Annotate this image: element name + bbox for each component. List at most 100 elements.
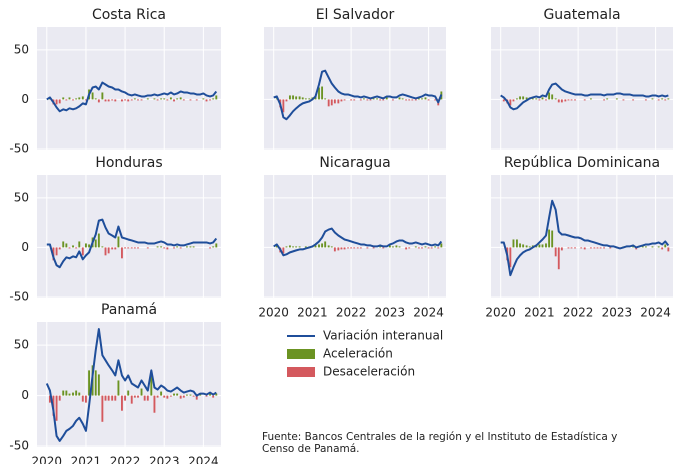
bar <box>209 393 211 396</box>
bar <box>321 86 324 100</box>
bar <box>434 246 437 248</box>
bar <box>606 98 609 100</box>
bar <box>58 99 61 104</box>
bar <box>644 246 647 248</box>
bar <box>65 390 68 396</box>
bar <box>379 99 382 101</box>
bar <box>55 99 58 105</box>
bar <box>179 97 182 100</box>
bar <box>551 230 554 248</box>
bar <box>522 244 525 248</box>
bar <box>644 99 647 101</box>
bar <box>574 99 576 101</box>
bar <box>551 94 554 100</box>
bar <box>65 99 68 101</box>
bar <box>372 98 375 100</box>
bar <box>434 99 437 101</box>
bar <box>101 395 104 422</box>
panel-title: Honduras <box>95 155 162 171</box>
bar <box>632 99 635 101</box>
bar <box>560 99 563 103</box>
bar <box>94 370 97 396</box>
legend-label: Desaceleración <box>323 365 415 379</box>
x-tick-label: 2024 <box>640 306 671 320</box>
legend-label: Variación interanual <box>323 329 443 343</box>
bar <box>163 98 166 100</box>
bar <box>528 246 531 248</box>
bar <box>379 246 382 248</box>
bar <box>107 99 110 102</box>
panel: Panamá -50 0 50 2020 2021 2022 2023 2024 <box>9 302 221 468</box>
bar <box>127 99 130 102</box>
panel-title: Nicaragua <box>319 155 390 171</box>
bar <box>538 244 541 248</box>
bar <box>101 246 104 248</box>
bar <box>405 99 408 101</box>
bar <box>205 395 208 397</box>
bar <box>176 393 179 396</box>
bar <box>84 99 87 101</box>
bar <box>289 245 291 248</box>
bar <box>130 395 133 404</box>
bar <box>78 392 81 396</box>
bar <box>340 99 343 102</box>
bar <box>350 247 353 249</box>
bar <box>330 246 333 248</box>
line <box>500 82 669 111</box>
bar <box>55 247 58 256</box>
bar <box>114 99 117 102</box>
bar <box>353 247 356 249</box>
bar <box>81 247 84 256</box>
bar <box>567 247 570 249</box>
bar <box>176 246 179 248</box>
x-tick-label: 2022 <box>336 306 367 320</box>
bar <box>554 247 557 257</box>
bar <box>84 395 87 403</box>
panel: Costa Rica -50 0 50 <box>9 7 221 156</box>
bar <box>366 247 369 249</box>
bar <box>186 246 188 248</box>
bar <box>301 97 304 100</box>
bar <box>359 247 362 249</box>
bar <box>554 98 557 100</box>
bar <box>146 395 149 401</box>
bar <box>392 99 394 101</box>
panel: El Salvador <box>264 7 446 150</box>
bar <box>153 395 156 413</box>
bar <box>107 247 110 254</box>
bar <box>337 247 340 251</box>
bar <box>657 99 660 101</box>
bar <box>97 99 100 103</box>
bar <box>143 395 146 401</box>
bar <box>160 98 163 100</box>
x-tick-label: 2023 <box>149 455 180 465</box>
bar <box>192 246 195 248</box>
bar <box>68 97 71 100</box>
bar <box>68 393 71 396</box>
bar <box>111 247 114 250</box>
bar <box>140 388 143 396</box>
bar <box>589 247 592 249</box>
bar <box>516 239 518 248</box>
plot-area <box>264 175 446 298</box>
x-tick-label: 2021 <box>297 306 328 320</box>
bar <box>127 247 130 249</box>
bar <box>408 99 411 101</box>
line <box>500 199 670 277</box>
bar <box>166 99 169 101</box>
bar <box>304 246 307 248</box>
bar <box>182 99 185 101</box>
bar <box>133 98 136 100</box>
bar <box>574 247 576 249</box>
bar <box>353 99 356 101</box>
plot-area <box>491 27 673 150</box>
x-tick-label: 2020 <box>258 306 289 320</box>
bar <box>340 247 343 250</box>
legend-patch <box>287 367 315 377</box>
bar <box>522 96 525 100</box>
bar <box>327 99 330 107</box>
bar <box>215 393 218 396</box>
bar <box>298 246 301 248</box>
bar <box>651 98 654 100</box>
